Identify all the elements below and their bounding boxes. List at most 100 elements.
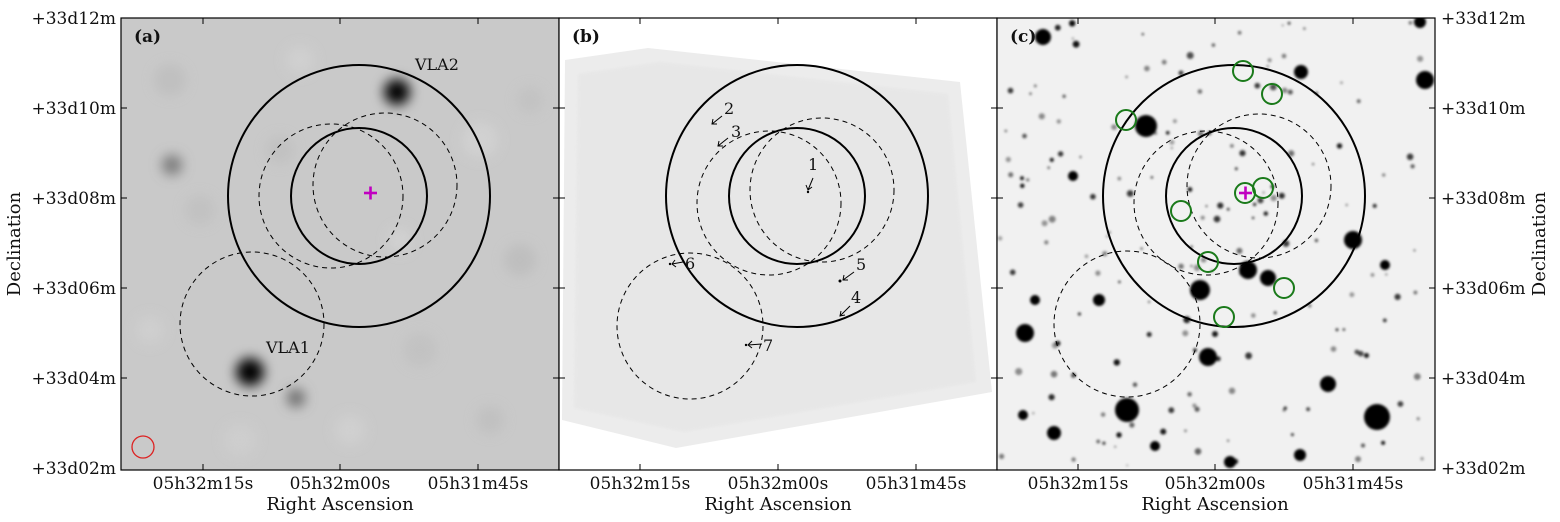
- panel-b-xray-image: [559, 18, 997, 470]
- star: [1116, 432, 1122, 438]
- outer-circle: [227, 64, 491, 328]
- star: [1047, 166, 1050, 169]
- x-tick-label: 05h32m15s: [1028, 474, 1129, 494]
- star: [1278, 192, 1285, 199]
- panel-c: (c) +33d12m +33d10m +33d08m +33d06m +33d…: [996, 9, 1550, 515]
- star: [1178, 263, 1184, 269]
- star: [1041, 220, 1048, 227]
- star: [1170, 147, 1173, 149]
- star: [1266, 65, 1269, 68]
- star: [1079, 155, 1082, 159]
- star: [1270, 194, 1277, 202]
- star: [1303, 27, 1306, 30]
- x-tick-label: 05h32m15s: [153, 474, 254, 494]
- star: [1090, 193, 1096, 200]
- dashed-circle: [179, 251, 325, 397]
- star: [1251, 216, 1255, 220]
- star: [1213, 215, 1221, 223]
- source-label-7: 7: [763, 336, 773, 355]
- counterpart-circle: [1115, 109, 1137, 131]
- y-tick-label: +33d06m: [31, 279, 116, 299]
- star: [1381, 440, 1386, 445]
- star: [1100, 412, 1106, 417]
- y-tick-label: +33d04m: [31, 369, 116, 389]
- source-label-vla1: VLA1: [265, 338, 310, 357]
- x-tick-label: 05h31m45s: [428, 474, 529, 494]
- star: [1226, 439, 1230, 442]
- star: [1397, 401, 1404, 407]
- star: [1262, 191, 1265, 194]
- x-tick-label: 05h32m00s: [1165, 474, 1266, 494]
- source-label-4: 4: [851, 288, 861, 307]
- star: [1102, 441, 1106, 445]
- dashed-circle: [749, 117, 895, 263]
- x-axis-title: Right Ascension: [1141, 494, 1289, 515]
- star: [1084, 254, 1089, 259]
- star: [1150, 441, 1160, 451]
- star: [1071, 372, 1076, 378]
- star: [1125, 75, 1128, 79]
- star: [1062, 94, 1066, 99]
- star: [1308, 304, 1312, 308]
- star: [1312, 163, 1315, 166]
- star: [1232, 458, 1239, 465]
- star: [1117, 176, 1122, 181]
- dashed-circle: [1133, 130, 1279, 276]
- counterpart-circle: [1213, 306, 1235, 328]
- star: [1212, 331, 1218, 337]
- star: [1239, 272, 1242, 276]
- star: [1022, 133, 1027, 139]
- star: [1005, 156, 1011, 163]
- star: [1349, 292, 1355, 298]
- y-tick-label: +33d02m: [1441, 459, 1526, 479]
- star: [1380, 260, 1390, 270]
- star: [1165, 131, 1170, 135]
- star: [1356, 99, 1361, 104]
- y-axis-title: Declination: [1529, 191, 1550, 296]
- star: [1237, 30, 1242, 35]
- panel-b-overlays: [616, 64, 929, 400]
- star: [1007, 87, 1014, 94]
- star: [1281, 53, 1287, 59]
- star: [1267, 58, 1272, 63]
- outer-circle: [665, 64, 929, 328]
- star: [1228, 387, 1236, 394]
- star: [1129, 422, 1135, 428]
- panel-label: (a): [134, 27, 161, 47]
- star: [1141, 33, 1145, 36]
- star: [1287, 89, 1293, 95]
- star: [997, 236, 1003, 241]
- star: [1048, 215, 1056, 223]
- panel-label: (b): [572, 27, 600, 47]
- star: [1199, 348, 1217, 366]
- panel-b: (b) 1 2 3 4 5 6 7 05h32m15s 05h32m00s 05…: [558, 17, 998, 515]
- x-axis-title: Right Ascension: [704, 494, 852, 515]
- star: [1057, 151, 1064, 157]
- y-tick-label: +33d12m: [31, 9, 116, 29]
- star: [1132, 382, 1138, 387]
- star: [1192, 403, 1197, 408]
- star: [1047, 426, 1061, 440]
- star: [1147, 300, 1151, 304]
- star: [1050, 370, 1058, 378]
- star: [1115, 398, 1139, 422]
- y-tick-label: +33d08m: [1441, 189, 1526, 209]
- star: [1017, 202, 1024, 208]
- x-tick-label: 05h31m45s: [866, 474, 967, 494]
- star: [1287, 21, 1291, 25]
- y-tick-label: +33d04m: [1441, 369, 1526, 389]
- star: [1413, 249, 1416, 252]
- star: [1126, 190, 1134, 197]
- y-tick-label: +33d08m: [31, 189, 116, 209]
- dashed-circle: [312, 112, 458, 258]
- star: [1205, 205, 1208, 208]
- star: [1008, 172, 1014, 178]
- star: [1414, 18, 1426, 28]
- panel-c-frame: [996, 17, 1436, 471]
- star: [1342, 328, 1346, 331]
- source-label-vla2: VLA2: [414, 55, 459, 74]
- counterpart-circle: [1170, 200, 1192, 222]
- star: [1406, 153, 1414, 161]
- star: [1038, 113, 1045, 120]
